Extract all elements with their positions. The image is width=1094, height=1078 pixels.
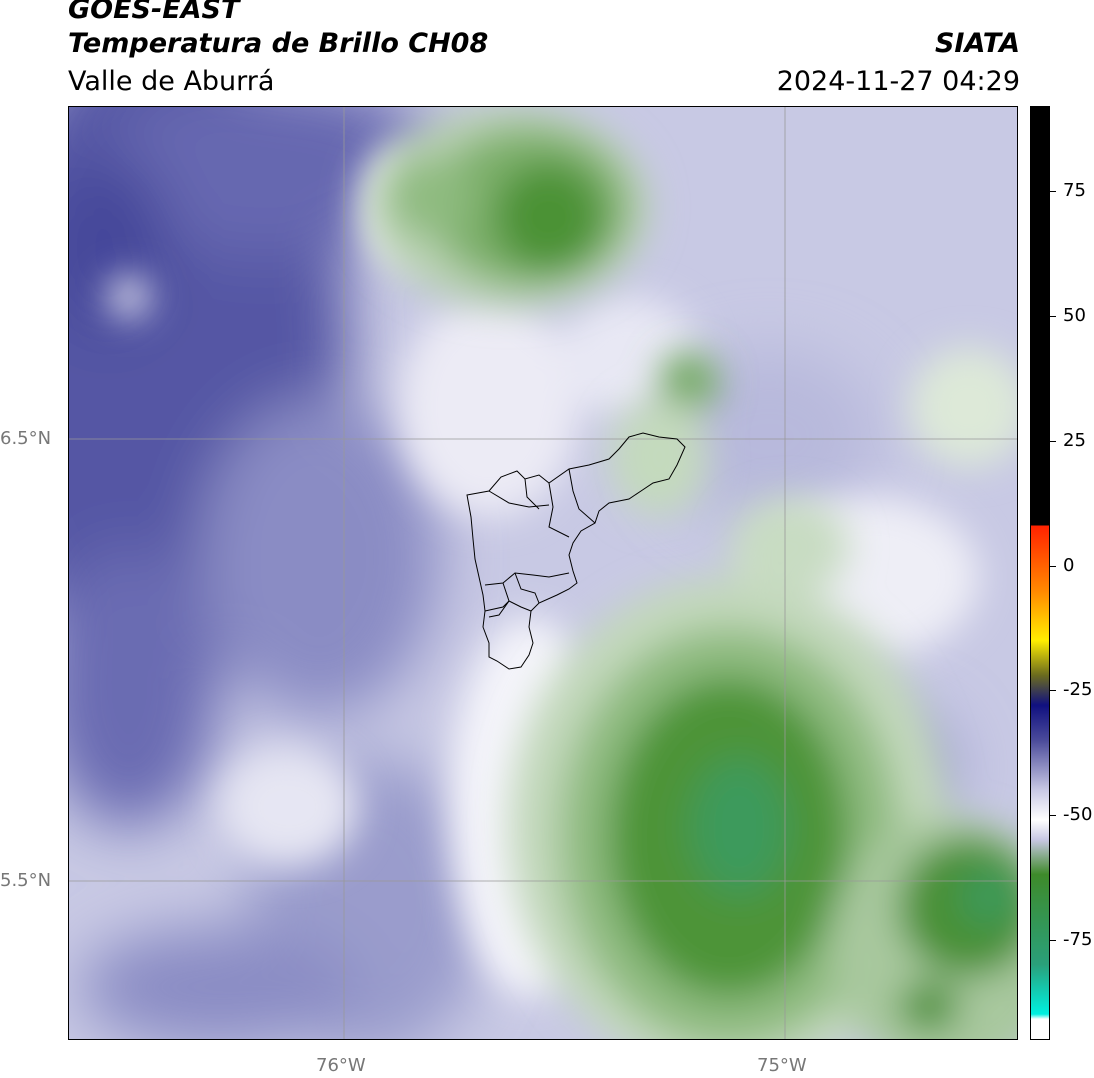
colorbar-tick-mark <box>1050 940 1056 942</box>
municipality-border <box>548 482 570 538</box>
colorbar-tick-label: 25 <box>1063 429 1086 451</box>
lat-label-6-5n: 6.5°N <box>0 428 52 449</box>
colorbar-tick-mark <box>1050 440 1056 442</box>
municipality-border <box>568 468 596 524</box>
municipality-border <box>484 572 570 586</box>
colorbar-tick-label: 50 <box>1063 304 1086 326</box>
cold-cloud-region <box>69 107 959 1039</box>
municipality-border <box>488 600 510 618</box>
colorbar-tick-mark <box>1050 190 1056 192</box>
colorbar-tick-mark <box>1050 315 1056 317</box>
satellite-title: GOES-EAST <box>68 0 240 25</box>
map-gridlines <box>69 107 1017 1039</box>
municipality-border <box>488 490 550 508</box>
colorbar-tick-label: 0 <box>1063 554 1075 576</box>
colorbar-tick-label: -25 <box>1063 679 1093 701</box>
colorbar-tick-mark <box>1050 690 1056 692</box>
brightness-temperature-map <box>69 107 1017 1039</box>
lon-label-75w: 75°W <box>757 1055 807 1076</box>
colorbar-tick-mark <box>1050 815 1056 817</box>
municipal-boundaries <box>466 432 686 670</box>
timestamp-label: 2024-11-27 04:29 <box>776 66 1020 97</box>
lon-label-76w: 76°W <box>316 1055 366 1076</box>
colorbar-tick-label: 75 <box>1063 179 1086 201</box>
map-panel[interactable] <box>68 106 1018 1040</box>
region-subtitle: Valle de Aburrá <box>68 66 275 97</box>
colorbar-tick-label: -75 <box>1063 929 1093 951</box>
aburra-valley-outline <box>466 432 686 670</box>
agency-label: SIATA <box>934 28 1020 59</box>
colorbar-tick-label: -50 <box>1063 804 1093 826</box>
municipality-border <box>514 572 540 604</box>
municipality-border <box>502 582 532 612</box>
warm-region-north <box>369 107 719 517</box>
warm-region-south <box>509 347 1017 1039</box>
municipality-border <box>524 478 540 510</box>
colorbar-tick-mark <box>1050 565 1056 567</box>
colorbar <box>1030 106 1050 1040</box>
lat-label-5-5n: 5.5°N <box>0 870 52 891</box>
product-title: Temperatura de Brillo CH08 <box>68 28 489 59</box>
